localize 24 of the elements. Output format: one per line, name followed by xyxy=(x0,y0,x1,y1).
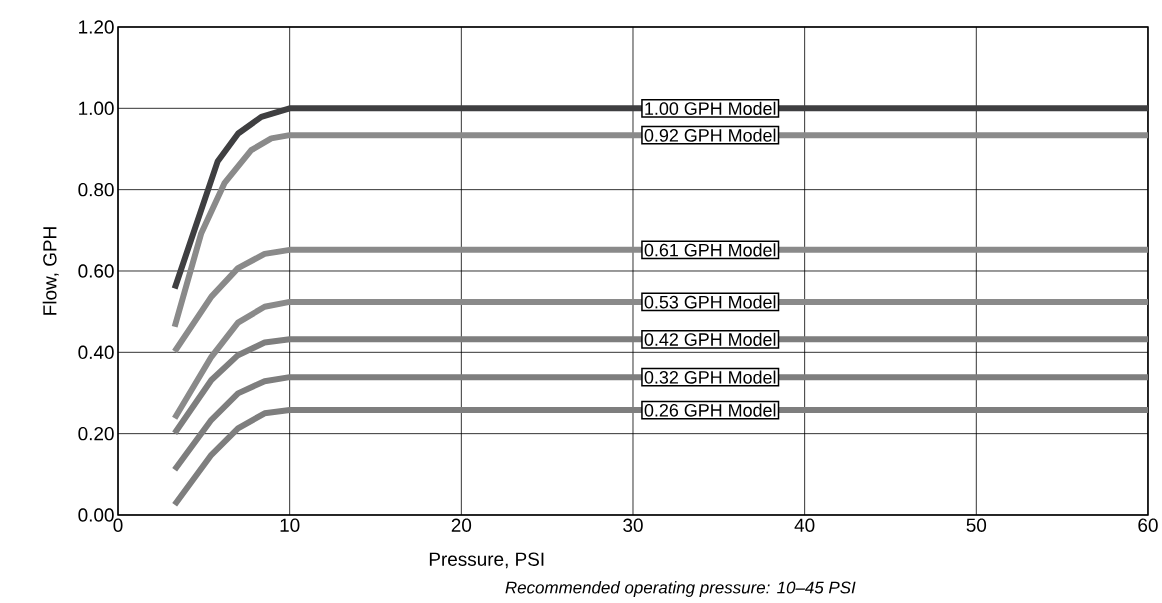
y-axis-title: Flow, GPH xyxy=(42,227,59,315)
y-tick-label: 1.00 xyxy=(79,101,114,116)
x-tick-label: 50 xyxy=(966,518,987,532)
x-tick-label: 10 xyxy=(280,518,300,532)
series-label: 0.92 GPH Model xyxy=(644,128,776,142)
y-tick-label: 0.00 xyxy=(78,508,114,522)
x-tick-label: 30 xyxy=(623,518,643,532)
x-axis-title: Pressure, PSI xyxy=(429,552,544,569)
y-tick-label: 0.20 xyxy=(78,426,114,441)
text: Recommended operating pressure: 10–45 PSI xyxy=(505,581,856,597)
y-tick-label: 0.40 xyxy=(78,345,114,360)
y-tick-label: 1.20 xyxy=(79,20,114,34)
y-tick-label: 0.80 xyxy=(78,182,114,197)
y-tick-label: 0.60 xyxy=(78,264,114,278)
x-tick-label: 60 xyxy=(1138,518,1158,532)
series-label: 0.61 GPH Model xyxy=(644,243,776,257)
series-label: 0.53 GPH Model xyxy=(644,295,776,309)
x-tick-label: 20 xyxy=(451,518,472,532)
x-tick-label: 0 xyxy=(113,518,123,532)
series-label: 1.00 GPH Model xyxy=(645,101,776,115)
series-label: 0.42 GPH Model xyxy=(644,332,776,346)
series-label: 0.32 GPH Model xyxy=(644,370,776,384)
series-label: 0.26 GPH Model xyxy=(644,403,776,417)
x-tick-label: 40 xyxy=(794,518,815,532)
